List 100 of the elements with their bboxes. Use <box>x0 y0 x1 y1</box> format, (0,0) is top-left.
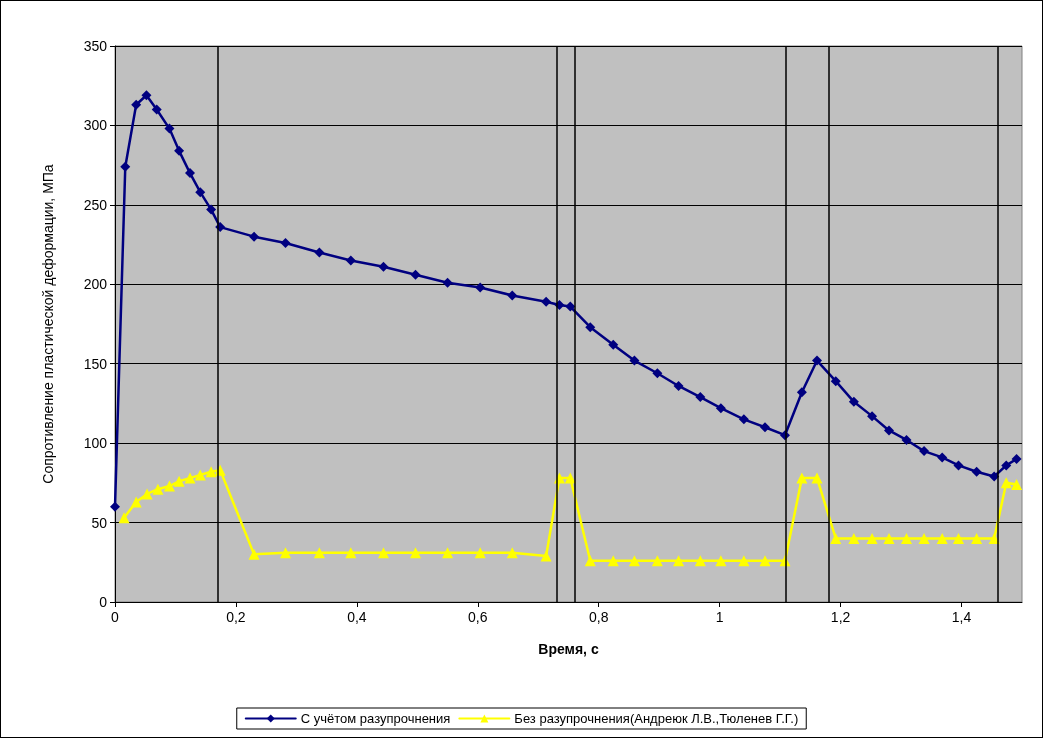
point <box>695 392 706 403</box>
point <box>867 411 878 422</box>
point <box>248 548 260 560</box>
y-tick-label: 0 <box>99 594 108 610</box>
x-tick-label: 0,2 <box>226 609 246 625</box>
point <box>141 488 153 500</box>
x-axis-title: Время, с <box>538 641 599 657</box>
point <box>280 237 291 248</box>
point <box>540 550 552 562</box>
point <box>919 446 930 457</box>
point <box>410 269 421 280</box>
point <box>937 452 948 463</box>
point <box>585 322 596 333</box>
y-axis-title: Сопротивление пластической деформации, МПа <box>40 164 56 484</box>
point <box>812 355 823 366</box>
point <box>345 255 356 266</box>
point <box>377 547 389 559</box>
y-tick-label: 100 <box>83 435 108 452</box>
point <box>738 555 750 567</box>
x-tick-label: 0,4 <box>347 609 367 625</box>
point <box>314 247 325 258</box>
point <box>131 99 142 110</box>
point <box>565 301 576 312</box>
point <box>1011 478 1023 490</box>
x-tick-label: 1,2 <box>830 609 851 625</box>
point <box>953 460 964 471</box>
point <box>442 547 454 559</box>
point <box>694 555 706 567</box>
point <box>796 387 807 398</box>
point <box>141 90 152 101</box>
point <box>194 469 206 481</box>
point <box>760 422 771 433</box>
point <box>474 547 486 559</box>
point <box>584 555 596 567</box>
point <box>118 512 130 524</box>
point <box>378 261 389 272</box>
point <box>151 104 162 115</box>
y-tick-label: 350 <box>83 38 108 54</box>
point <box>174 145 185 156</box>
point <box>280 547 292 559</box>
point <box>507 290 518 301</box>
point <box>206 204 217 215</box>
point <box>848 532 860 544</box>
x-tick-label: 0 <box>111 609 120 625</box>
point <box>936 532 948 544</box>
point <box>848 396 859 407</box>
point <box>607 555 619 567</box>
y-tick-label: 150 <box>83 355 108 372</box>
point <box>989 471 1000 482</box>
point <box>541 296 552 307</box>
point <box>1001 460 1012 471</box>
point <box>1000 477 1012 489</box>
point <box>164 123 175 134</box>
point <box>901 532 913 544</box>
point <box>313 547 325 559</box>
point <box>173 475 185 487</box>
point <box>564 472 576 484</box>
point <box>410 547 422 559</box>
point <box>195 187 206 198</box>
point <box>120 161 131 172</box>
point <box>673 380 684 391</box>
point <box>506 547 518 559</box>
point <box>971 466 982 477</box>
point <box>830 376 841 387</box>
point <box>184 168 195 179</box>
point <box>971 532 983 544</box>
point <box>901 434 912 445</box>
y-tick-label: 50 <box>91 514 108 531</box>
point <box>953 532 965 544</box>
point <box>918 532 930 544</box>
point <box>652 368 663 379</box>
point <box>673 555 685 567</box>
point <box>759 555 771 567</box>
point <box>110 501 120 512</box>
point <box>715 403 726 414</box>
legend-label: Без разупрочнения(Андреюк Л.В.,Тюленев Г.Г.) <box>514 711 799 726</box>
point <box>811 472 823 484</box>
point <box>628 555 640 567</box>
point <box>866 532 878 544</box>
y-tick-label: 250 <box>83 196 108 213</box>
legend-label: С учётом разупрочнения <box>300 711 451 726</box>
point <box>651 555 663 567</box>
point <box>163 480 175 492</box>
point <box>796 472 808 484</box>
point <box>608 339 619 350</box>
y-tick-label: 200 <box>83 276 108 293</box>
x-tick-label: 1 <box>715 609 724 625</box>
point <box>883 532 895 544</box>
point <box>184 472 196 484</box>
y-tick-label: 300 <box>83 117 108 134</box>
point <box>738 414 749 425</box>
point <box>830 532 842 544</box>
point <box>442 277 453 288</box>
point <box>152 483 164 495</box>
point <box>475 282 486 293</box>
x-tick-label: 1,4 <box>951 609 972 625</box>
x-tick-label: 0,6 <box>468 609 488 625</box>
point <box>345 547 357 559</box>
point <box>883 425 894 436</box>
point <box>130 496 142 508</box>
